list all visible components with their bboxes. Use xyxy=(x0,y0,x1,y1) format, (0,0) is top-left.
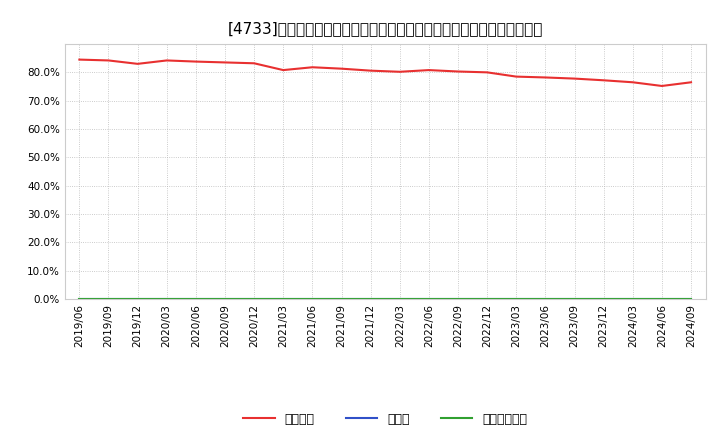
繰延税金資産 xyxy=(250,297,258,302)
自己資本 xyxy=(75,57,84,62)
のれん xyxy=(599,297,608,302)
自己資本 xyxy=(250,61,258,66)
繰延税金資産 xyxy=(454,297,462,302)
繰延税金資産 xyxy=(104,297,113,302)
自己資本 xyxy=(337,66,346,71)
のれん xyxy=(366,297,375,302)
のれん xyxy=(163,297,171,302)
のれん xyxy=(395,297,404,302)
のれん xyxy=(483,297,492,302)
のれん xyxy=(657,297,666,302)
のれん xyxy=(220,297,229,302)
自己資本 xyxy=(687,80,696,85)
のれん xyxy=(512,297,521,302)
繰延税金資産 xyxy=(425,297,433,302)
のれん xyxy=(454,297,462,302)
のれん xyxy=(279,297,287,302)
繰延税金資産 xyxy=(220,297,229,302)
自己資本 xyxy=(104,58,113,63)
繰延税金資産 xyxy=(75,297,84,302)
のれん xyxy=(337,297,346,302)
のれん xyxy=(192,297,200,302)
Legend: 自己資本, のれん, 繰延税金資産: 自己資本, のれん, 繰延税金資産 xyxy=(243,413,527,425)
自己資本 xyxy=(220,60,229,65)
自己資本 xyxy=(541,75,550,80)
のれん xyxy=(104,297,113,302)
繰延税金資産 xyxy=(629,297,637,302)
繰延税金資産 xyxy=(192,297,200,302)
のれん xyxy=(541,297,550,302)
自己資本 xyxy=(133,61,142,66)
自己資本 xyxy=(454,69,462,74)
のれん xyxy=(250,297,258,302)
自己資本 xyxy=(657,83,666,88)
のれん xyxy=(308,297,317,302)
繰延税金資産 xyxy=(541,297,550,302)
繰延税金資産 xyxy=(366,297,375,302)
繰延税金資産 xyxy=(483,297,492,302)
繰延税金資産 xyxy=(308,297,317,302)
Title: [4733]　自己資本、のれん、繰延税金資産の総資産に対する比率の推移: [4733] 自己資本、のれん、繰延税金資産の総資産に対する比率の推移 xyxy=(228,21,543,36)
自己資本 xyxy=(599,77,608,83)
自己資本 xyxy=(192,59,200,64)
繰延税金資産 xyxy=(570,297,579,302)
自己資本 xyxy=(163,58,171,63)
繰延税金資産 xyxy=(599,297,608,302)
繰延税金資産 xyxy=(133,297,142,302)
のれん xyxy=(687,297,696,302)
自己資本 xyxy=(570,76,579,81)
自己資本 xyxy=(629,80,637,85)
のれん xyxy=(133,297,142,302)
繰延税金資産 xyxy=(657,297,666,302)
繰延税金資産 xyxy=(337,297,346,302)
繰延税金資産 xyxy=(279,297,287,302)
自己資本 xyxy=(395,69,404,74)
自己資本 xyxy=(308,65,317,70)
のれん xyxy=(75,297,84,302)
繰延税金資産 xyxy=(163,297,171,302)
自己資本 xyxy=(512,74,521,79)
自己資本 xyxy=(425,67,433,73)
自己資本 xyxy=(279,67,287,73)
繰延税金資産 xyxy=(512,297,521,302)
のれん xyxy=(570,297,579,302)
のれん xyxy=(425,297,433,302)
繰延税金資産 xyxy=(687,297,696,302)
Line: 自己資本: 自己資本 xyxy=(79,59,691,86)
のれん xyxy=(629,297,637,302)
自己資本 xyxy=(483,70,492,75)
自己資本 xyxy=(366,68,375,73)
繰延税金資産 xyxy=(395,297,404,302)
